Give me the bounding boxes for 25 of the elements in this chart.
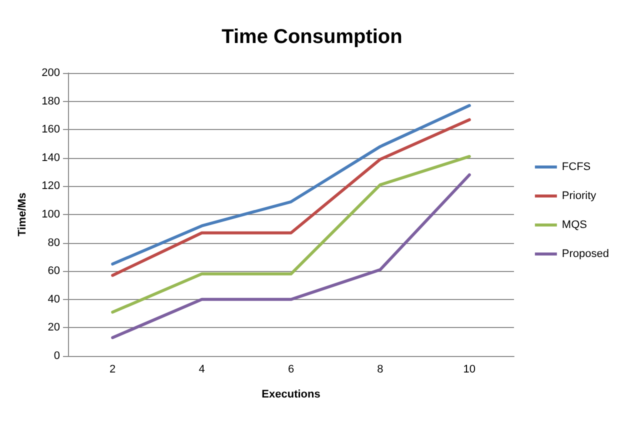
y-tick-label: 40 — [48, 293, 60, 306]
y-tick-label: 80 — [48, 236, 60, 249]
x-tick-label: 4 — [198, 364, 205, 376]
legend-label: Proposed — [562, 248, 610, 260]
y-tick-label: 160 — [42, 124, 60, 136]
line-series — [111, 173, 471, 340]
x-tick-label: 8 — [377, 364, 384, 376]
x-tick-label: 10 — [463, 364, 476, 376]
x-axis-title: Executions — [262, 388, 320, 400]
y-tick-label: 120 — [42, 180, 60, 192]
y-tick-label: 200 — [42, 67, 60, 79]
x-tick-label: 2 — [110, 364, 116, 376]
legend-label: MQS — [562, 219, 587, 231]
y-tick-label: 100 — [42, 208, 60, 220]
y-tick-label: 0 — [54, 350, 60, 362]
chart-title: Time Consumption — [222, 26, 402, 48]
legend-label: Priority — [562, 190, 597, 202]
y-tick-label: 20 — [48, 322, 60, 334]
y-tick-label: 60 — [48, 265, 60, 278]
legend-label: FCFS — [562, 161, 591, 173]
y-tick-label: 180 — [42, 95, 60, 108]
line-series — [111, 154, 471, 314]
x-tick-label: 6 — [288, 364, 294, 376]
y-axis-title: Time/Ms — [16, 192, 28, 236]
y-tick-label: 140 — [42, 152, 60, 164]
